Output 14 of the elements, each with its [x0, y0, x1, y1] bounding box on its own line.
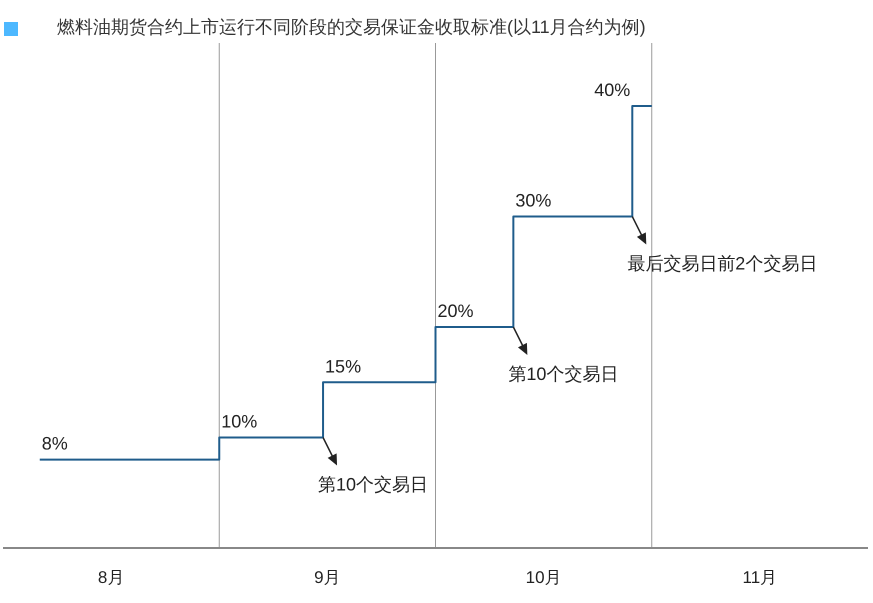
data-label: 20%	[438, 301, 474, 321]
data-label: 40%	[594, 80, 630, 100]
x-tick-label: 8月	[98, 568, 124, 587]
data-label: 10%	[221, 412, 258, 432]
data-label: 8%	[42, 434, 68, 454]
annotation: 最后交易日前2个交易日	[627, 254, 818, 274]
x-tick-label: 10月	[526, 568, 562, 587]
annotation: 第10个交易日	[318, 474, 428, 494]
chart-title: 燃料油期货合约上市运行不同阶段的交易保证金收取标准(以11月合约为例)	[57, 17, 646, 37]
annotation: 第10个交易日	[508, 364, 618, 384]
x-tick-label: 11月	[742, 568, 778, 587]
data-label: 30%	[515, 190, 552, 210]
data-label: 15%	[325, 356, 362, 376]
x-tick-label: 9月	[314, 568, 341, 587]
